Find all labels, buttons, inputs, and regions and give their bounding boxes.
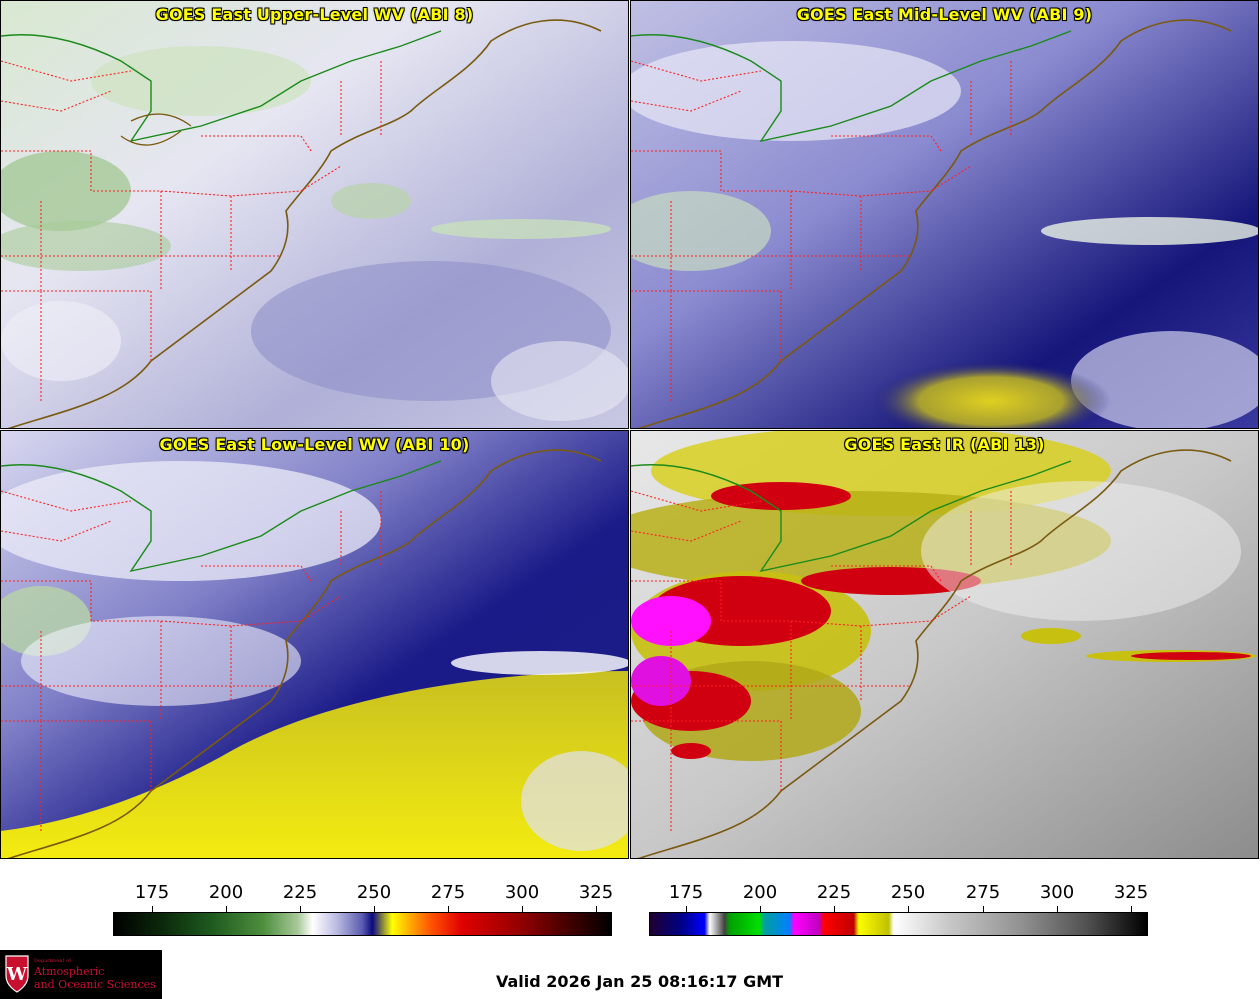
logo-line1: Atmospheric [34,965,105,978]
ir-tick-label: 175 [668,882,704,903]
colorbar-tick [300,906,301,912]
mid-level-wv-image [631,1,1258,428]
colorbar-tick [522,906,523,912]
wv-tick-label: 250 [356,882,392,903]
wv-tick-label: 275 [430,882,466,903]
ir-colorbar [649,912,1148,936]
svg-text:W: W [6,964,28,985]
wv-tick-label: 300 [504,882,540,903]
aos-logo: W Department of Atmospheric and Oceanic … [0,950,162,999]
panel-title: GOES East Low-Level WV (ABI 10) [159,435,470,454]
colorbar-tick [983,906,984,912]
ir-tick-label: 275 [965,882,1001,903]
colorbar-tick [596,906,597,912]
panel-low-level-wv: GOES East Low-Level WV (ABI 10) [0,430,629,859]
colorbar-tick [374,906,375,912]
colorbar-tick [1057,906,1058,912]
map-overlay [1,19,602,428]
panel-ir: GOES East IR (ABI 13) [630,430,1259,859]
ir-tick-label: 225 [816,882,852,903]
wv-tick-label: 200 [208,882,244,903]
wv-colorbar [113,912,612,936]
colorbar-tick [686,906,687,912]
panel-upper-level-wv: GOES East Upper-Level WV (ABI 8) [0,0,629,429]
uw-crest-icon: W [5,955,29,993]
colorbar-tick [760,906,761,912]
ir-tick-label: 200 [742,882,778,903]
wv-tick-label: 325 [578,882,614,903]
panel-mid-level-wv: GOES East Mid-Level WV (ABI 9) [630,0,1259,429]
colorbar-tick [152,906,153,912]
logo-dept-text: Department of [34,958,71,964]
colorbar-tick [834,906,835,912]
colorbar-tick [448,906,449,912]
low-level-wv-image [1,431,628,858]
ir-tick-label: 325 [1113,882,1149,903]
colorbar-tick [226,906,227,912]
ir-image [631,431,1258,858]
ir-tick-label: 300 [1039,882,1075,903]
logo-line2: and Oceanic Sciences [34,978,156,991]
ir-tick-label: 250 [890,882,926,903]
colorbar-tick [1131,906,1132,912]
valid-time: Valid 2026 Jan 25 08:16:17 GMT [496,972,784,991]
upper-level-wv-image [1,1,628,428]
wv-tick-label: 175 [134,882,170,903]
panel-title: GOES East IR (ABI 13) [844,435,1045,454]
panel-title: GOES East Upper-Level WV (ABI 8) [155,5,474,24]
colorbar-tick [908,906,909,912]
wv-tick-label: 225 [282,882,318,903]
panel-title: GOES East Mid-Level WV (ABI 9) [796,5,1093,24]
